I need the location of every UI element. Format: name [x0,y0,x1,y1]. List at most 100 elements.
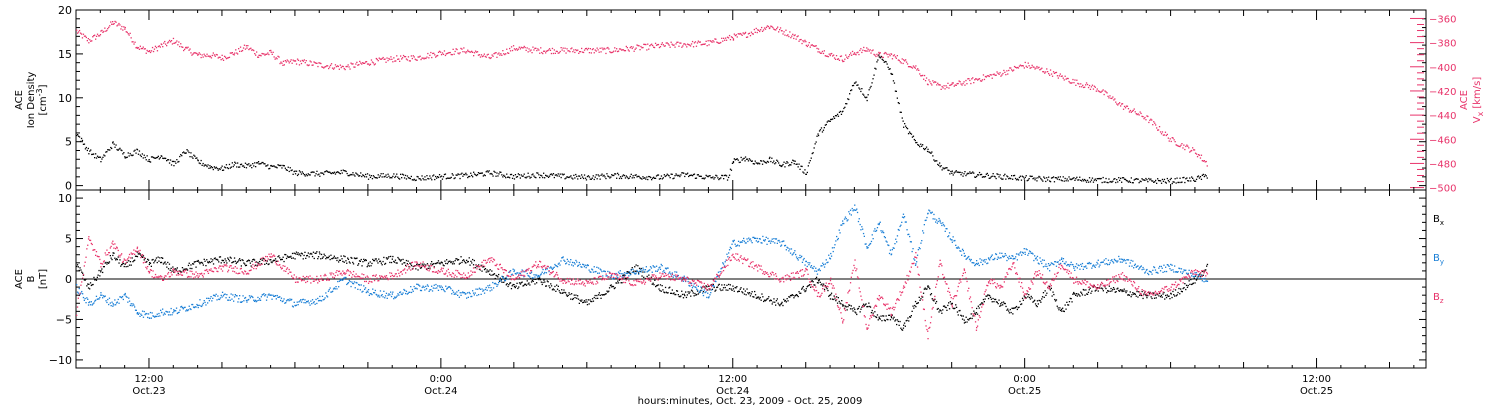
data-point [121,295,124,298]
data-point [1044,177,1046,179]
data-point [311,253,313,255]
data-point [82,272,84,274]
data-point [1058,309,1060,311]
data-point [579,51,581,53]
data-point [275,298,277,300]
data-point [1074,79,1076,81]
data-point [675,276,677,278]
data-point [982,176,985,178]
data-point [129,32,131,34]
data-point [793,252,795,254]
data-point [1194,282,1196,284]
data-point [1092,88,1095,90]
data-point [970,313,972,315]
data-point [517,173,519,175]
data-point [131,305,133,307]
data-point [1072,293,1074,295]
data-point [993,175,995,177]
data-point [1165,182,1167,184]
data-point [858,305,860,308]
data-point [577,178,579,180]
data-point [878,56,880,58]
data-point [175,310,177,312]
data-point [166,45,168,47]
data-point [580,177,582,179]
data-point [984,261,986,263]
data-point [292,173,294,175]
data-point [869,49,871,51]
data-point [347,257,349,259]
data-point [411,179,413,181]
data-point [1009,177,1011,179]
data-point [449,260,451,262]
data-point [1151,180,1153,182]
data-point [361,265,363,267]
data-point [869,242,872,245]
data-point [1100,177,1102,180]
data-point [1010,311,1012,314]
data-point [838,229,840,231]
data-point [231,162,233,164]
data-point [341,172,343,174]
data-point [1191,283,1194,285]
data-point [558,52,560,54]
data-point [1108,97,1110,99]
data-point [650,276,653,278]
data-point [211,54,213,57]
data-point [1070,82,1072,84]
data-point [601,270,603,273]
data-point [971,262,973,264]
data-point [103,154,105,156]
data-point [1182,147,1184,149]
data-point [970,172,972,174]
data-point [850,89,852,92]
data-point [502,276,504,279]
data-point [497,276,499,278]
data-point [772,26,774,29]
data-point [813,45,815,47]
data-point [335,257,337,259]
data-point [840,55,843,57]
data-point [159,157,161,159]
data-point [144,156,146,159]
data-point [882,315,884,317]
data-point [589,48,591,50]
data-point [189,48,191,50]
data-point [1167,295,1169,297]
data-point [410,263,412,265]
data-point [457,259,459,261]
data-point [997,173,999,176]
data-point [738,290,740,292]
data-point [121,149,123,152]
data-point [705,40,707,42]
data-point [123,26,125,28]
data-point [258,262,260,265]
data-point [887,56,889,58]
data-point [973,310,975,312]
data-point [784,299,787,302]
data-point [286,169,288,171]
data-point [755,297,757,299]
data-point [1011,69,1013,71]
data-point [1168,295,1170,297]
data-point [1038,175,1040,178]
data-point [993,258,995,261]
data-point [85,146,87,149]
data-point [943,225,946,227]
data-point [751,291,753,293]
data-point [822,262,824,264]
data-point [485,171,487,173]
data-point [345,170,347,173]
data-point [451,293,453,295]
data-point [227,299,229,301]
data-point [696,42,699,44]
data-point [285,169,287,171]
data-point [592,48,594,50]
data-point [719,42,721,44]
data-point [879,57,881,59]
data-point [573,294,575,296]
data-point [529,276,531,278]
data-point [253,300,256,302]
data-point [115,302,118,304]
data-point [1015,67,1018,69]
